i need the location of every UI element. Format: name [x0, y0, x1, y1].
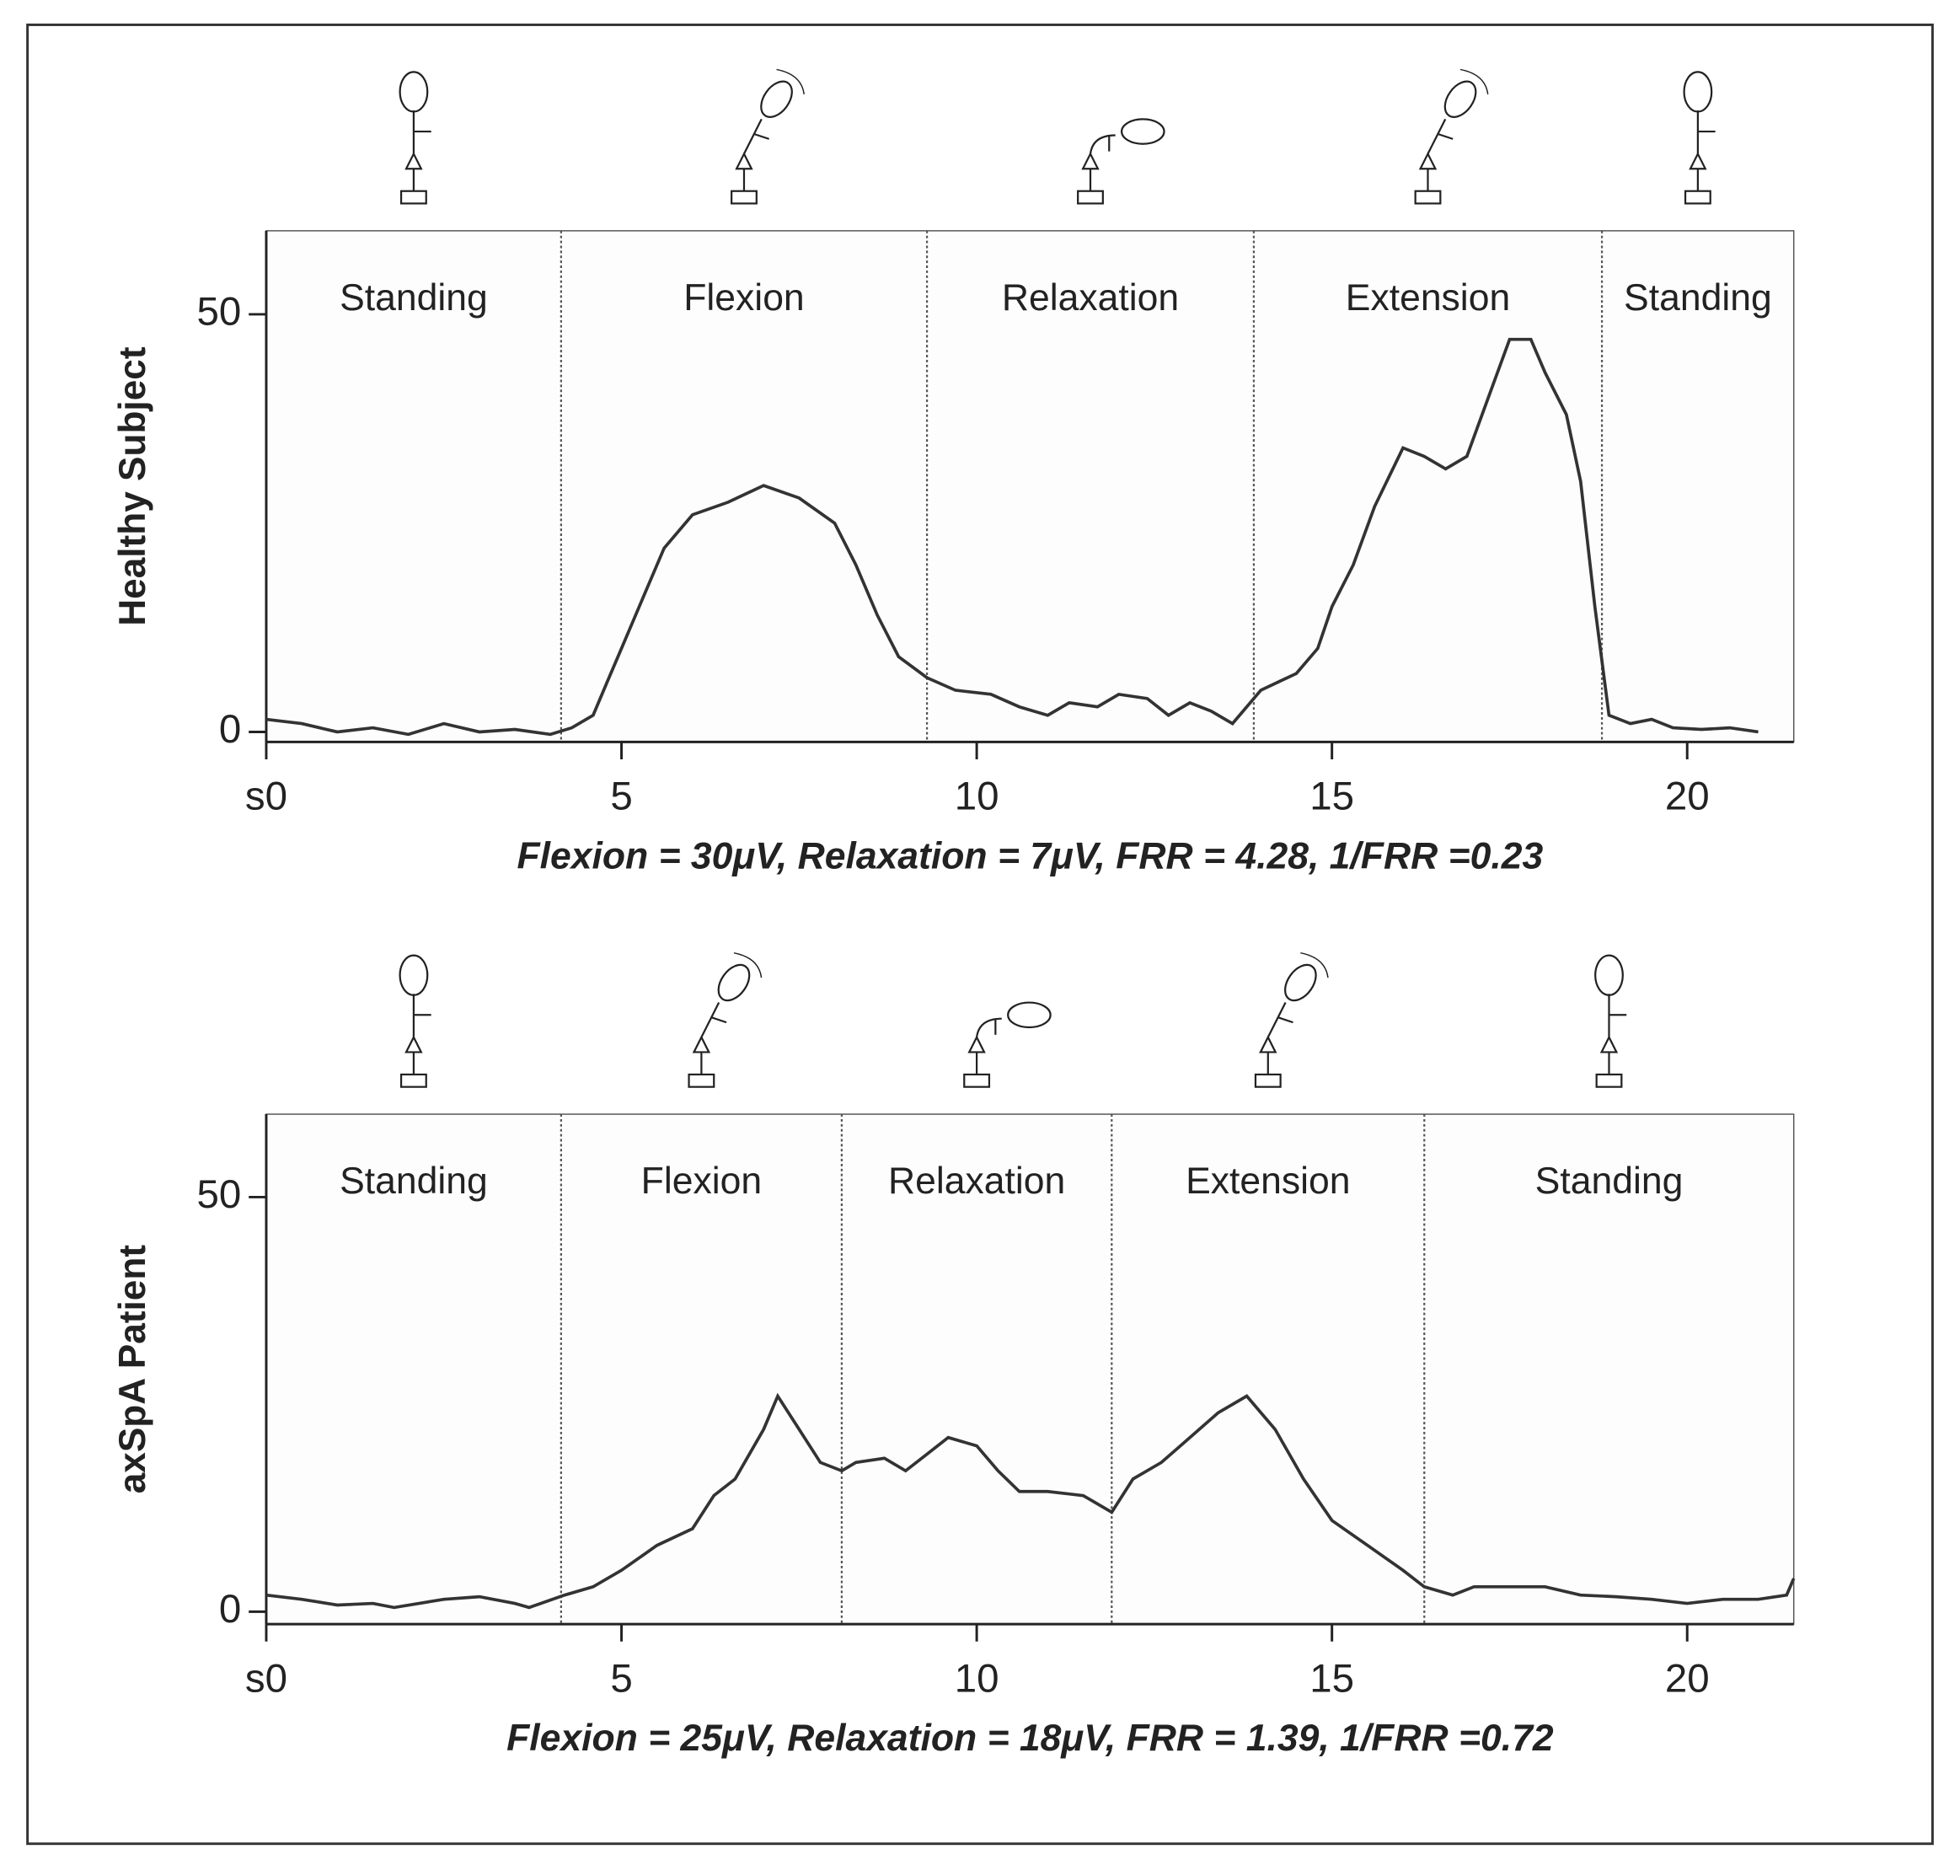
- x-tick-label: 15: [1309, 1656, 1354, 1701]
- phase-label: Standing: [1535, 1160, 1684, 1202]
- x-tick-label: 20: [1665, 1656, 1710, 1701]
- icon-hip: [692, 1035, 711, 1053]
- icon-head: [1683, 71, 1713, 113]
- y-axis-label: Healthy Subject: [112, 346, 153, 626]
- icon-body: [1267, 1002, 1287, 1038]
- posture-icon: [399, 954, 431, 1088]
- icon-hip: [1259, 1035, 1277, 1053]
- emg-line: [265, 337, 1759, 737]
- plot-area: [265, 1113, 1795, 1625]
- phase-label: Flexion: [683, 277, 804, 319]
- icon-hip: [1418, 152, 1438, 170]
- plot-area: [265, 230, 1795, 743]
- phase-label: Extension: [1346, 277, 1510, 319]
- y-tick-label: 0: [219, 707, 241, 752]
- x-tick-label: 5: [610, 1656, 632, 1701]
- icon-body: [700, 1002, 720, 1038]
- icon-head: [399, 954, 429, 996]
- x-tick-label: 20: [1665, 775, 1710, 819]
- icon-arm: [710, 1016, 727, 1024]
- icon-hip: [1081, 152, 1100, 170]
- phase-label: Extension: [1186, 1160, 1350, 1202]
- icon-hip: [404, 152, 423, 170]
- x-tick-label: s0: [245, 775, 287, 819]
- icon-head: [399, 71, 429, 113]
- posture-icon: [688, 951, 763, 1088]
- emg-line: [265, 1392, 1796, 1610]
- annotation: Flexion = 25μV, Relaxation = 18μV, FRR =…: [506, 1718, 1554, 1759]
- posture-icon: [1414, 68, 1489, 205]
- icon-head: [1120, 118, 1165, 145]
- posture-icon: [1683, 71, 1716, 205]
- x-tick-label: 10: [955, 775, 999, 819]
- posture-icon: [399, 71, 431, 205]
- icon-arm: [1277, 1016, 1293, 1024]
- annotation: Flexion = 30μV, Relaxation = 7μV, FRR = …: [517, 836, 1543, 877]
- posture-icon: [963, 1001, 1052, 1088]
- icon-arrow: [776, 68, 805, 94]
- phase-label: Flexion: [641, 1160, 762, 1202]
- icon-body: [1427, 118, 1447, 155]
- x-tick-label: 10: [955, 1656, 999, 1701]
- posture-icon: [1254, 951, 1329, 1088]
- icon-head: [1007, 1001, 1052, 1029]
- posture-icon: [731, 68, 805, 205]
- icon-body: [975, 1017, 1002, 1037]
- phase-label: Standing: [340, 1160, 488, 1202]
- phase-label: Relaxation: [1002, 277, 1179, 319]
- y-axis-label: axSpA Patient: [112, 1245, 153, 1494]
- icon-arm: [753, 132, 769, 140]
- phase-label: Relaxation: [888, 1160, 1065, 1202]
- x-tick-label: 5: [610, 775, 632, 819]
- icon-head: [1443, 80, 1477, 118]
- icon-hip: [1599, 1035, 1619, 1053]
- y-tick-label: 50: [197, 290, 242, 335]
- icon-body: [1089, 134, 1116, 154]
- icon-head: [1283, 963, 1317, 1002]
- posture-icon: [1077, 118, 1165, 205]
- icon-head: [717, 963, 751, 1002]
- y-tick-label: 0: [219, 1587, 241, 1632]
- icon-arrow: [1300, 951, 1329, 978]
- icon-head: [760, 80, 793, 118]
- icon-head: [1594, 954, 1624, 996]
- posture-icon: [1594, 954, 1627, 1088]
- icon-hip: [735, 152, 753, 170]
- icon-arm: [1438, 132, 1454, 140]
- icon-body: [742, 118, 763, 155]
- icon-hip: [404, 1035, 423, 1053]
- icon-arrow: [733, 951, 763, 978]
- y-tick-label: 50: [197, 1172, 242, 1217]
- icon-hip: [967, 1035, 986, 1053]
- icon-hip: [1689, 152, 1707, 170]
- phase-label: Standing: [340, 277, 488, 319]
- phase-label: Standing: [1624, 277, 1772, 319]
- x-tick-label: s0: [245, 1656, 287, 1701]
- x-tick-label: 15: [1309, 775, 1354, 819]
- icon-arrow: [1459, 68, 1489, 94]
